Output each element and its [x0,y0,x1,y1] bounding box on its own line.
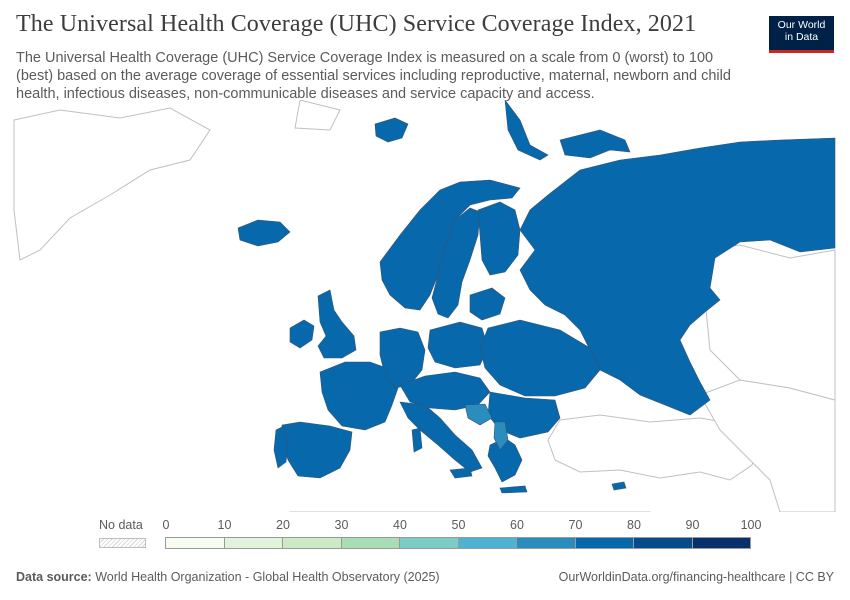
legend-tick: 70 [568,518,583,532]
country-portugal [273,425,289,469]
country-germany [379,327,426,389]
legend-bin-50-60[interactable] [457,537,517,549]
kazakhstan-outline [699,244,836,401]
data-source-label: Data source: [16,570,92,584]
legend-tick: 40 [393,518,407,532]
legend-bin-90-100[interactable] [691,537,751,549]
country-baltics [469,287,506,321]
europe-map[interactable] [0,100,850,512]
country-norway [379,179,521,311]
data-source: Data source: World Health Organization -… [16,570,440,584]
countries-layer[interactable] [237,100,836,494]
logo-line-1: Our World [777,19,826,31]
country-ireland [289,319,315,349]
turkey-middle-east-outline [547,414,761,481]
legend-tick: 30 [334,518,349,532]
legend-nodata-label: No data [99,518,143,532]
legend-bin-80-90[interactable] [633,537,693,549]
country-sicily [449,467,473,479]
data-source-text[interactable]: World Health Organization - Global Healt… [95,570,440,584]
country-sardinia [411,427,423,453]
country-iceland [237,219,291,247]
legend-bin-10-20[interactable] [223,537,283,549]
legend-nodata-swatch[interactable] [99,538,146,548]
country-sweden [431,207,481,319]
legend-tick: 100 [740,518,762,532]
legend-bin-40-50[interactable] [399,537,459,549]
country-bosnia-and-herzegovina [464,403,493,426]
country-novaya-zemlya [504,100,549,161]
legend-tick: 10 [217,518,232,532]
logo-line-2: in Data [784,31,819,43]
country-france [319,361,399,431]
country-greece [487,437,523,483]
legend-bin-70-80[interactable] [574,537,634,549]
legend-tick: 0 [162,518,170,532]
country-poland [427,321,489,369]
legend-tick: 80 [627,518,641,532]
chart-subtitle: The Universal Health Coverage (UHC) Serv… [16,50,731,102]
country-russia [519,137,836,416]
arctic-islands-outline [294,100,341,131]
country-spain [281,421,353,479]
owid-logo[interactable]: Our World in Data [769,16,834,53]
country-belarus-ukraine [479,319,601,397]
legend-tick: 90 [685,518,700,532]
country-finland [477,201,521,276]
greenland-outline [13,107,211,261]
legend-bin-30-40[interactable] [340,537,400,549]
countries-lower-layer[interactable] [464,403,509,451]
chart-title: The Universal Health Coverage (UHC) Serv… [16,11,697,37]
legend-tick: 50 [451,518,466,532]
country-crete [499,485,528,494]
legend-bin-20-30[interactable] [282,537,342,549]
background-land [13,100,836,512]
legend-bin-0-10[interactable] [165,537,225,549]
country-italy [399,401,483,473]
legend-tick: 60 [510,518,524,532]
country-united-kingdom [317,289,357,359]
source-url[interactable]: OurWorldinData.org/financing-healthcare … [558,570,834,584]
legend-color-bins [165,537,751,550]
country-kola-peninsula [559,129,631,159]
legend-bin-60-70[interactable] [516,537,576,549]
country-montenegro-albania [493,421,509,451]
legend-tick: 20 [276,518,290,532]
country-cyprus [611,481,627,491]
country-svalbard [374,117,409,143]
